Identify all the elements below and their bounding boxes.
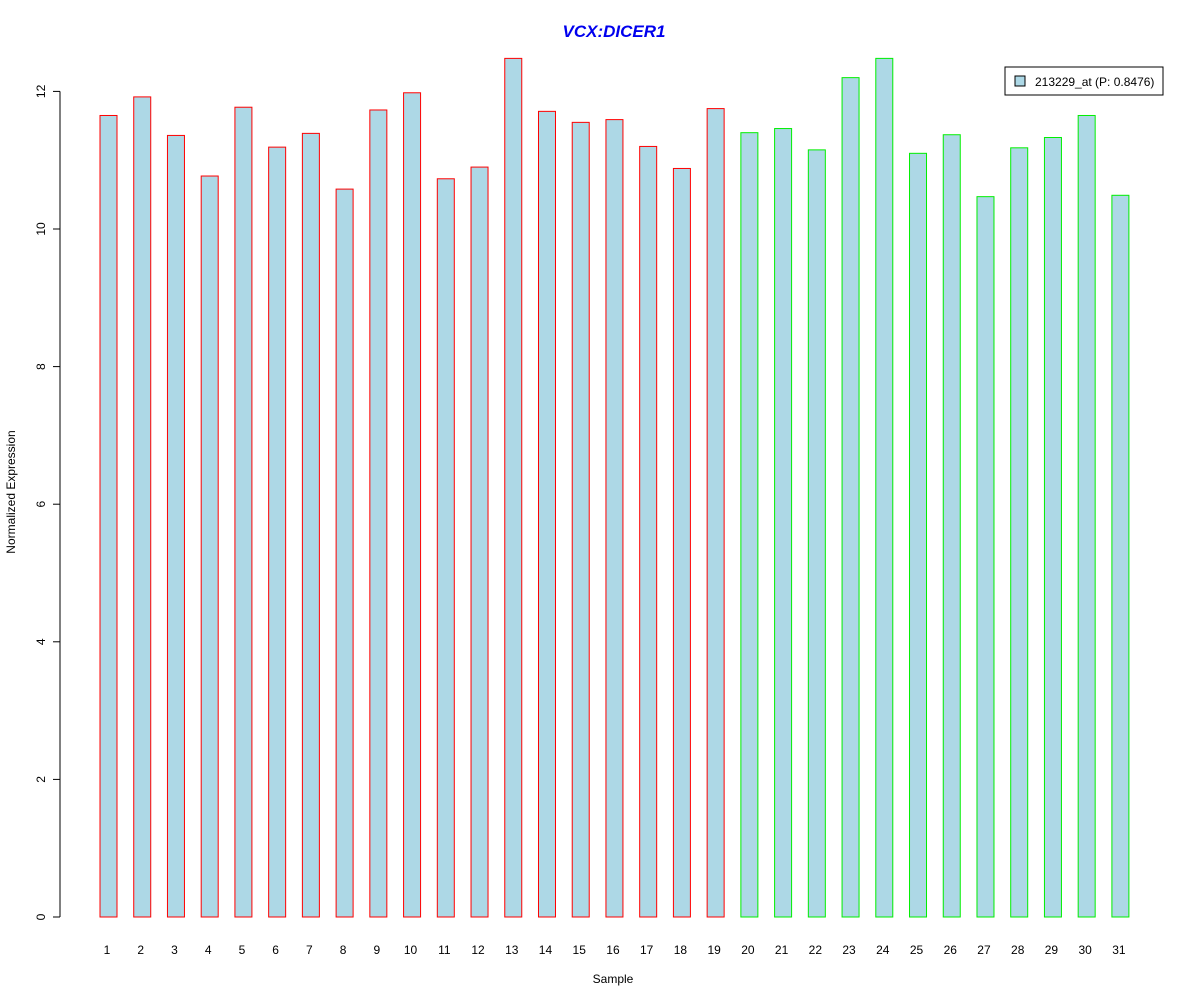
y-tick-label: 4 bbox=[34, 638, 48, 645]
x-tick-label: 17 bbox=[640, 943, 654, 957]
y-axis: 0 2 4 6 8 10 12 bbox=[34, 84, 61, 920]
bar bbox=[166, 134, 185, 918]
bar bbox=[672, 167, 691, 918]
y-tick-label: 6 bbox=[34, 501, 48, 508]
x-tick-label: 21 bbox=[775, 943, 789, 957]
x-tick-label: 30 bbox=[1078, 943, 1092, 957]
bar bbox=[740, 132, 759, 918]
x-tick-label: 11 bbox=[438, 943, 451, 957]
y-tick-label: 8 bbox=[34, 363, 48, 370]
x-tick-label: 7 bbox=[306, 943, 313, 957]
bar bbox=[335, 188, 354, 918]
x-tick-label: 13 bbox=[505, 943, 519, 957]
x-tick-label: 23 bbox=[842, 943, 856, 957]
bar bbox=[639, 145, 658, 918]
x-tick-labels: 1 2 3 4 5 6 7 8 9 10 11 12 13 14 15 16 17 18 19 20 21 22 23 24 2… bbox=[104, 943, 1126, 957]
x-tick-label: 25 bbox=[910, 943, 924, 957]
bars bbox=[99, 57, 1130, 918]
x-tick-label: 27 bbox=[977, 943, 991, 957]
x-tick-label: 6 bbox=[272, 943, 279, 957]
bar bbox=[807, 149, 826, 918]
bar bbox=[301, 132, 320, 918]
y-tick-label: 2 bbox=[34, 776, 48, 783]
x-tick-label: 28 bbox=[1011, 943, 1025, 957]
x-tick-label: 16 bbox=[606, 943, 620, 957]
bar bbox=[504, 57, 523, 918]
x-tick-label: 15 bbox=[573, 943, 587, 957]
legend-swatch bbox=[1014, 75, 1026, 87]
x-tick-label: 22 bbox=[809, 943, 823, 957]
bar bbox=[133, 96, 152, 918]
bar bbox=[605, 119, 624, 918]
x-tick-label: 24 bbox=[876, 943, 890, 957]
x-tick-label: 26 bbox=[944, 943, 958, 957]
bar bbox=[875, 57, 894, 918]
bar bbox=[1010, 147, 1029, 918]
x-tick-label: 31 bbox=[1112, 943, 1126, 957]
bar bbox=[1111, 194, 1130, 918]
x-tick-label: 10 bbox=[404, 943, 418, 957]
x-tick-label: 19 bbox=[707, 943, 721, 957]
bar bbox=[841, 77, 860, 918]
x-tick-label: 2 bbox=[137, 943, 144, 957]
y-tick-label: 10 bbox=[34, 222, 48, 236]
x-tick-label: 1 bbox=[104, 943, 111, 957]
x-tick-label: 18 bbox=[674, 943, 688, 957]
bar bbox=[1077, 114, 1096, 918]
x-axis-label: Sample bbox=[593, 972, 634, 986]
bar bbox=[268, 146, 287, 918]
y-tick-label: 12 bbox=[34, 84, 48, 98]
bar bbox=[436, 178, 455, 918]
bar bbox=[470, 166, 489, 918]
x-tick-label: 3 bbox=[171, 943, 178, 957]
bar bbox=[99, 114, 118, 918]
x-tick-label: 29 bbox=[1045, 943, 1059, 957]
chart-title: VCX:DICER1 bbox=[563, 22, 666, 41]
bar bbox=[1043, 137, 1062, 918]
x-tick-label: 4 bbox=[205, 943, 212, 957]
bar bbox=[976, 196, 995, 918]
bar bbox=[571, 121, 590, 918]
bar bbox=[234, 106, 253, 918]
legend-label: 213229_at (P: 0.8476) bbox=[1035, 75, 1154, 89]
x-tick-label: 12 bbox=[471, 943, 485, 957]
x-tick-label: 20 bbox=[741, 943, 755, 957]
x-tick-label: 9 bbox=[373, 943, 380, 957]
legend: 213229_at (P: 0.8476) bbox=[1004, 66, 1164, 96]
bar bbox=[537, 110, 556, 918]
bar bbox=[200, 175, 219, 918]
y-axis-label: Normalized Expression bbox=[4, 430, 18, 553]
bar bbox=[942, 134, 961, 918]
legend-box bbox=[1004, 66, 1164, 96]
x-tick-label: 14 bbox=[539, 943, 553, 957]
bar bbox=[369, 109, 388, 918]
bar bbox=[774, 128, 793, 918]
x-tick-label: 5 bbox=[239, 943, 246, 957]
bar bbox=[909, 152, 928, 918]
y-tick-label: 0 bbox=[34, 913, 48, 920]
bar bbox=[706, 108, 725, 918]
bar bbox=[403, 92, 422, 918]
x-tick-label: 8 bbox=[340, 943, 347, 957]
